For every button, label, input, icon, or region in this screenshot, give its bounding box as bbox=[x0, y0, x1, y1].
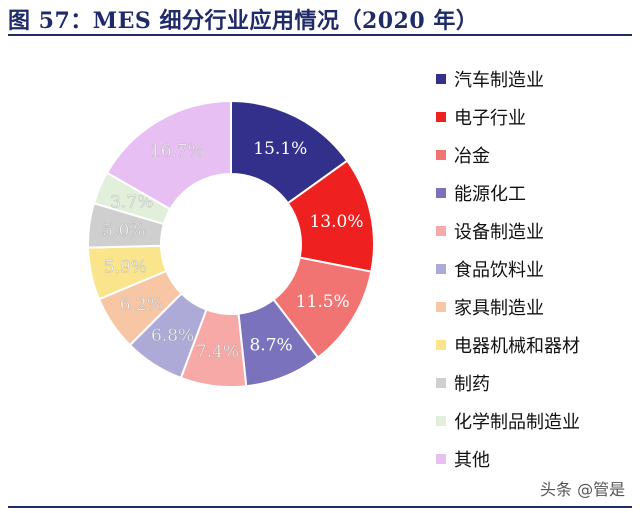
legend-swatch-7 bbox=[436, 340, 446, 350]
donut-slice-10 bbox=[105, 99, 232, 211]
donut-slice-label-4: 7.4% bbox=[196, 342, 239, 362]
legend-swatch-1 bbox=[436, 112, 446, 122]
legend-swatch-5 bbox=[436, 264, 446, 274]
legend-swatch-2 bbox=[436, 150, 446, 160]
legend-swatch-0 bbox=[436, 74, 446, 84]
legend-swatch-6 bbox=[436, 302, 446, 312]
legend-label-3: 能源化工 bbox=[454, 184, 526, 205]
figure-title: 图 57：MES 细分行业应用情况（2020 年） bbox=[8, 8, 479, 34]
legend-item-9: 化学制品制造业 bbox=[436, 402, 636, 440]
bottom-divider bbox=[8, 506, 632, 508]
donut-slice-label-8: 5.0% bbox=[102, 221, 145, 241]
legend-label-8: 制药 bbox=[454, 374, 490, 395]
donut-slice-label-0: 15.1% bbox=[253, 139, 307, 159]
legend-label-1: 电子行业 bbox=[454, 108, 526, 129]
legend-item-0: 汽车制造业 bbox=[436, 60, 636, 98]
legend-swatch-3 bbox=[436, 188, 446, 198]
legend-swatch-10 bbox=[436, 454, 446, 464]
legend-item-5: 食品饮料业 bbox=[436, 250, 636, 288]
watermark: 头条 @管是 bbox=[540, 480, 626, 499]
donut-slice-label-2: 11.5% bbox=[296, 292, 350, 312]
legend-label-5: 食品饮料业 bbox=[454, 260, 544, 281]
legend-label-10: 其他 bbox=[454, 450, 490, 471]
donut-slice-label-6: 6.2% bbox=[120, 295, 163, 315]
legend-item-1: 电子行业 bbox=[436, 98, 636, 136]
legend-swatch-9 bbox=[436, 416, 446, 426]
legend-label-0: 汽车制造业 bbox=[454, 70, 544, 91]
donut-slice-label-7: 5.9% bbox=[104, 258, 147, 278]
donut-slice-label-10: 16.7% bbox=[150, 142, 204, 162]
donut-slice-label-9: 3.7% bbox=[110, 192, 153, 212]
donut-slice-label-1: 13.0% bbox=[309, 212, 363, 232]
legend-swatch-4 bbox=[436, 226, 446, 236]
chart-legend: 汽车制造业电子行业冶金能源化工设备制造业食品饮料业家具制造业电器机械和器材 制药化… bbox=[436, 60, 636, 478]
donut-slice-label-3: 8.7% bbox=[249, 335, 292, 355]
legend-label-4: 设备制造业 bbox=[454, 222, 544, 243]
legend-label-6: 家具制造业 bbox=[454, 298, 544, 319]
legend-label-9: 化学制品制造业 bbox=[454, 412, 580, 433]
title-divider bbox=[8, 34, 632, 36]
legend-label-2: 冶金 bbox=[454, 146, 490, 167]
donut-slice-label-5: 6.8% bbox=[151, 326, 194, 346]
legend-item-2: 冶金 bbox=[436, 136, 636, 174]
legend-label-7: 电器机械和器材 bbox=[454, 336, 580, 357]
legend-swatch-8 bbox=[436, 378, 446, 388]
legend-item-4: 设备制造业 bbox=[436, 212, 636, 250]
legend-item-6: 家具制造业 bbox=[436, 288, 636, 326]
legend-item-7: 电器机械和器材 bbox=[436, 326, 636, 364]
legend-item-10: 其他 bbox=[436, 440, 636, 478]
legend-item-3: 能源化工 bbox=[436, 174, 636, 212]
legend-item-8: 制药 bbox=[436, 364, 636, 402]
